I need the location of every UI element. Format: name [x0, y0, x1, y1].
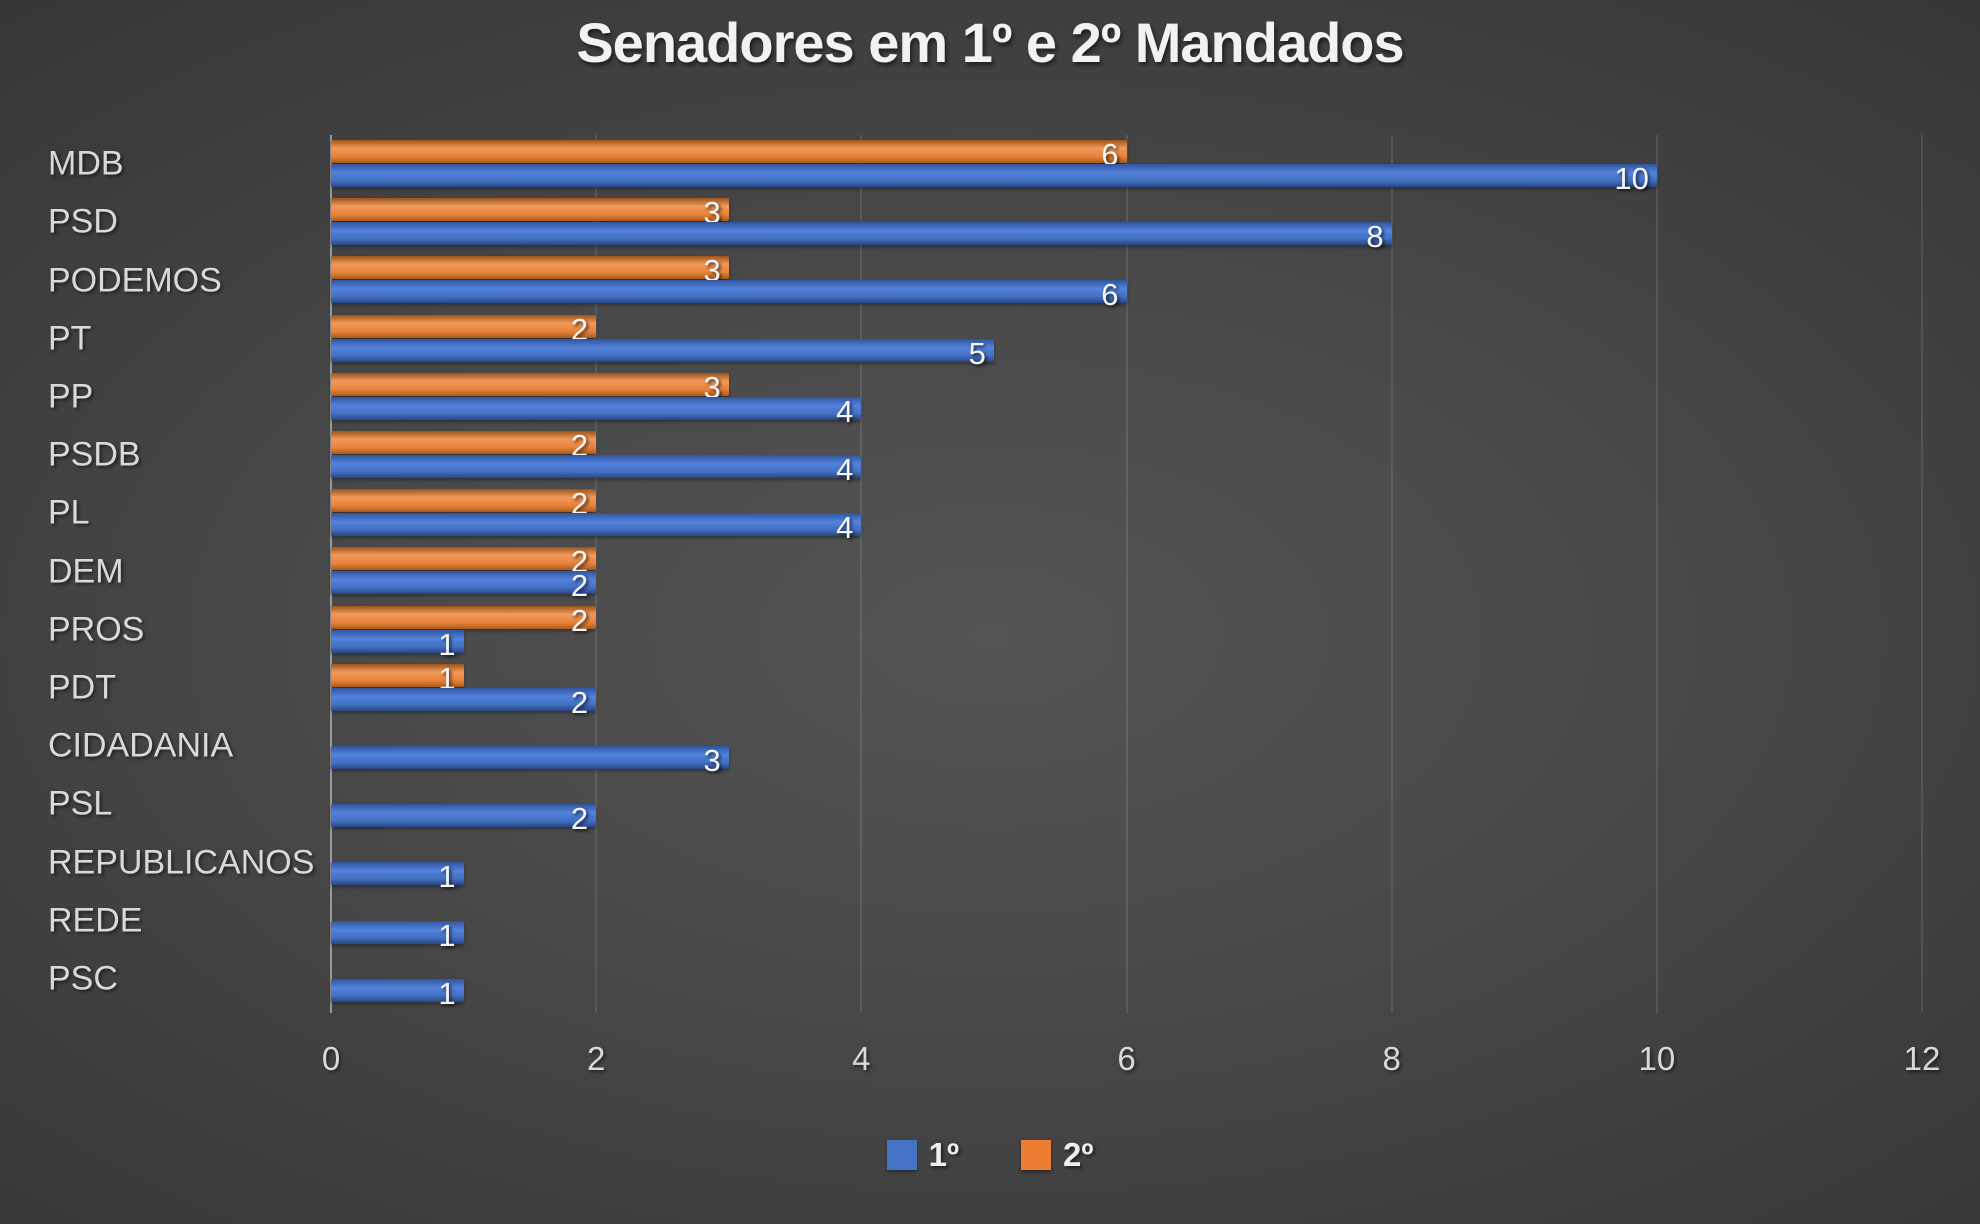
legend-item-1º: 1º	[886, 1136, 959, 1174]
bar-series-1	[331, 920, 464, 944]
data-label: 3	[703, 253, 721, 289]
data-label: 4	[836, 510, 854, 546]
gridline	[1655, 135, 1658, 1013]
chart-legend: 1º 2º	[0, 1136, 1980, 1174]
category-label: PSDB	[48, 435, 141, 474]
bar-series-2	[331, 198, 729, 222]
legend-label: 2º	[1063, 1136, 1094, 1173]
category-label: DEM	[48, 552, 124, 590]
category-label: PODEMOS	[48, 261, 222, 299]
bar-series-2	[331, 489, 597, 513]
bar-series-2	[331, 256, 729, 280]
data-label: 2	[570, 544, 589, 580]
data-label: 2	[570, 801, 589, 837]
data-label: 2	[570, 311, 589, 347]
data-label: 1	[438, 626, 456, 662]
legend-swatch	[886, 1140, 917, 1170]
bar-series-2	[331, 547, 597, 571]
bar-series-1	[331, 862, 464, 886]
data-label: 6	[1101, 277, 1119, 313]
category-label: CIDADANIA	[48, 726, 234, 765]
legend-swatch	[1021, 1140, 1051, 1170]
data-label: 1	[438, 660, 456, 696]
data-label: 1	[438, 975, 456, 1011]
bar-series-1	[331, 746, 729, 769]
bar-series-2	[331, 372, 729, 396]
x-tick-label: 4	[852, 1040, 871, 1077]
data-label: 4	[836, 452, 854, 487]
bar-series-1	[331, 687, 597, 711]
data-label: 3	[703, 195, 721, 231]
category-label: PL	[48, 493, 90, 532]
gridline	[1390, 135, 1393, 1013]
x-tick-label: 2	[586, 1040, 606, 1077]
bar-series-1	[331, 571, 597, 595]
data-label: 3	[703, 743, 721, 778]
gridline	[595, 135, 598, 1013]
gridline	[1125, 135, 1128, 1013]
bar-series-1	[331, 629, 464, 653]
bar-series-1	[331, 396, 862, 420]
data-label: 5	[968, 335, 986, 371]
data-label: 2	[570, 486, 589, 522]
bar-series-1	[331, 513, 862, 537]
bar-series-1	[331, 978, 464, 1002]
data-label: 4	[836, 393, 854, 429]
bar-series-1	[331, 804, 597, 828]
data-label: 2	[570, 684, 589, 720]
data-label: 8	[1366, 219, 1384, 255]
data-label: 1	[438, 859, 456, 895]
bar-series-1	[331, 222, 1392, 246]
category-label: PSC	[48, 959, 118, 998]
category-label: REPUBLICANOS	[48, 843, 315, 881]
category-label: PROS	[48, 610, 145, 649]
category-label: PSL	[48, 784, 113, 823]
category-label: MDB	[48, 144, 124, 183]
legend-item-2º: 2º	[1021, 1136, 1093, 1174]
bar-series-1	[331, 280, 1127, 304]
data-label: 10	[1614, 161, 1649, 196]
data-label: 1	[438, 917, 456, 953]
bar-series-2	[331, 140, 1127, 163]
chart-title: Senadores em 1º e 2º Mandados	[576, 11, 1404, 74]
data-label: 6	[1101, 137, 1119, 172]
bar-series-1	[331, 164, 1657, 187]
legend-label: 1º	[928, 1136, 959, 1173]
data-label: 2	[570, 428, 589, 463]
category-label: REDE	[48, 901, 143, 940]
category-label: PSD	[48, 202, 118, 241]
bar-series-1	[331, 338, 994, 362]
x-tick-label: 8	[1382, 1040, 1401, 1077]
x-tick-label: 6	[1117, 1040, 1136, 1077]
x-tick-label: 12	[1903, 1040, 1941, 1077]
x-tick-label: 10	[1638, 1040, 1676, 1077]
bar-series-2	[331, 431, 597, 454]
data-label: 2	[570, 602, 589, 638]
bar-series-2	[331, 314, 597, 338]
category-label: PT	[48, 319, 92, 358]
category-label: PDT	[48, 668, 116, 707]
gridline	[860, 135, 863, 1013]
gridline	[1921, 135, 1923, 1013]
x-tick-label: 0	[321, 1040, 341, 1077]
category-label: PP	[48, 377, 94, 416]
data-label: 3	[703, 369, 721, 405]
bar-series-2	[331, 605, 597, 629]
data-label: 2	[570, 568, 589, 604]
bar-series-2	[331, 663, 464, 687]
bar-series-1	[331, 455, 862, 478]
